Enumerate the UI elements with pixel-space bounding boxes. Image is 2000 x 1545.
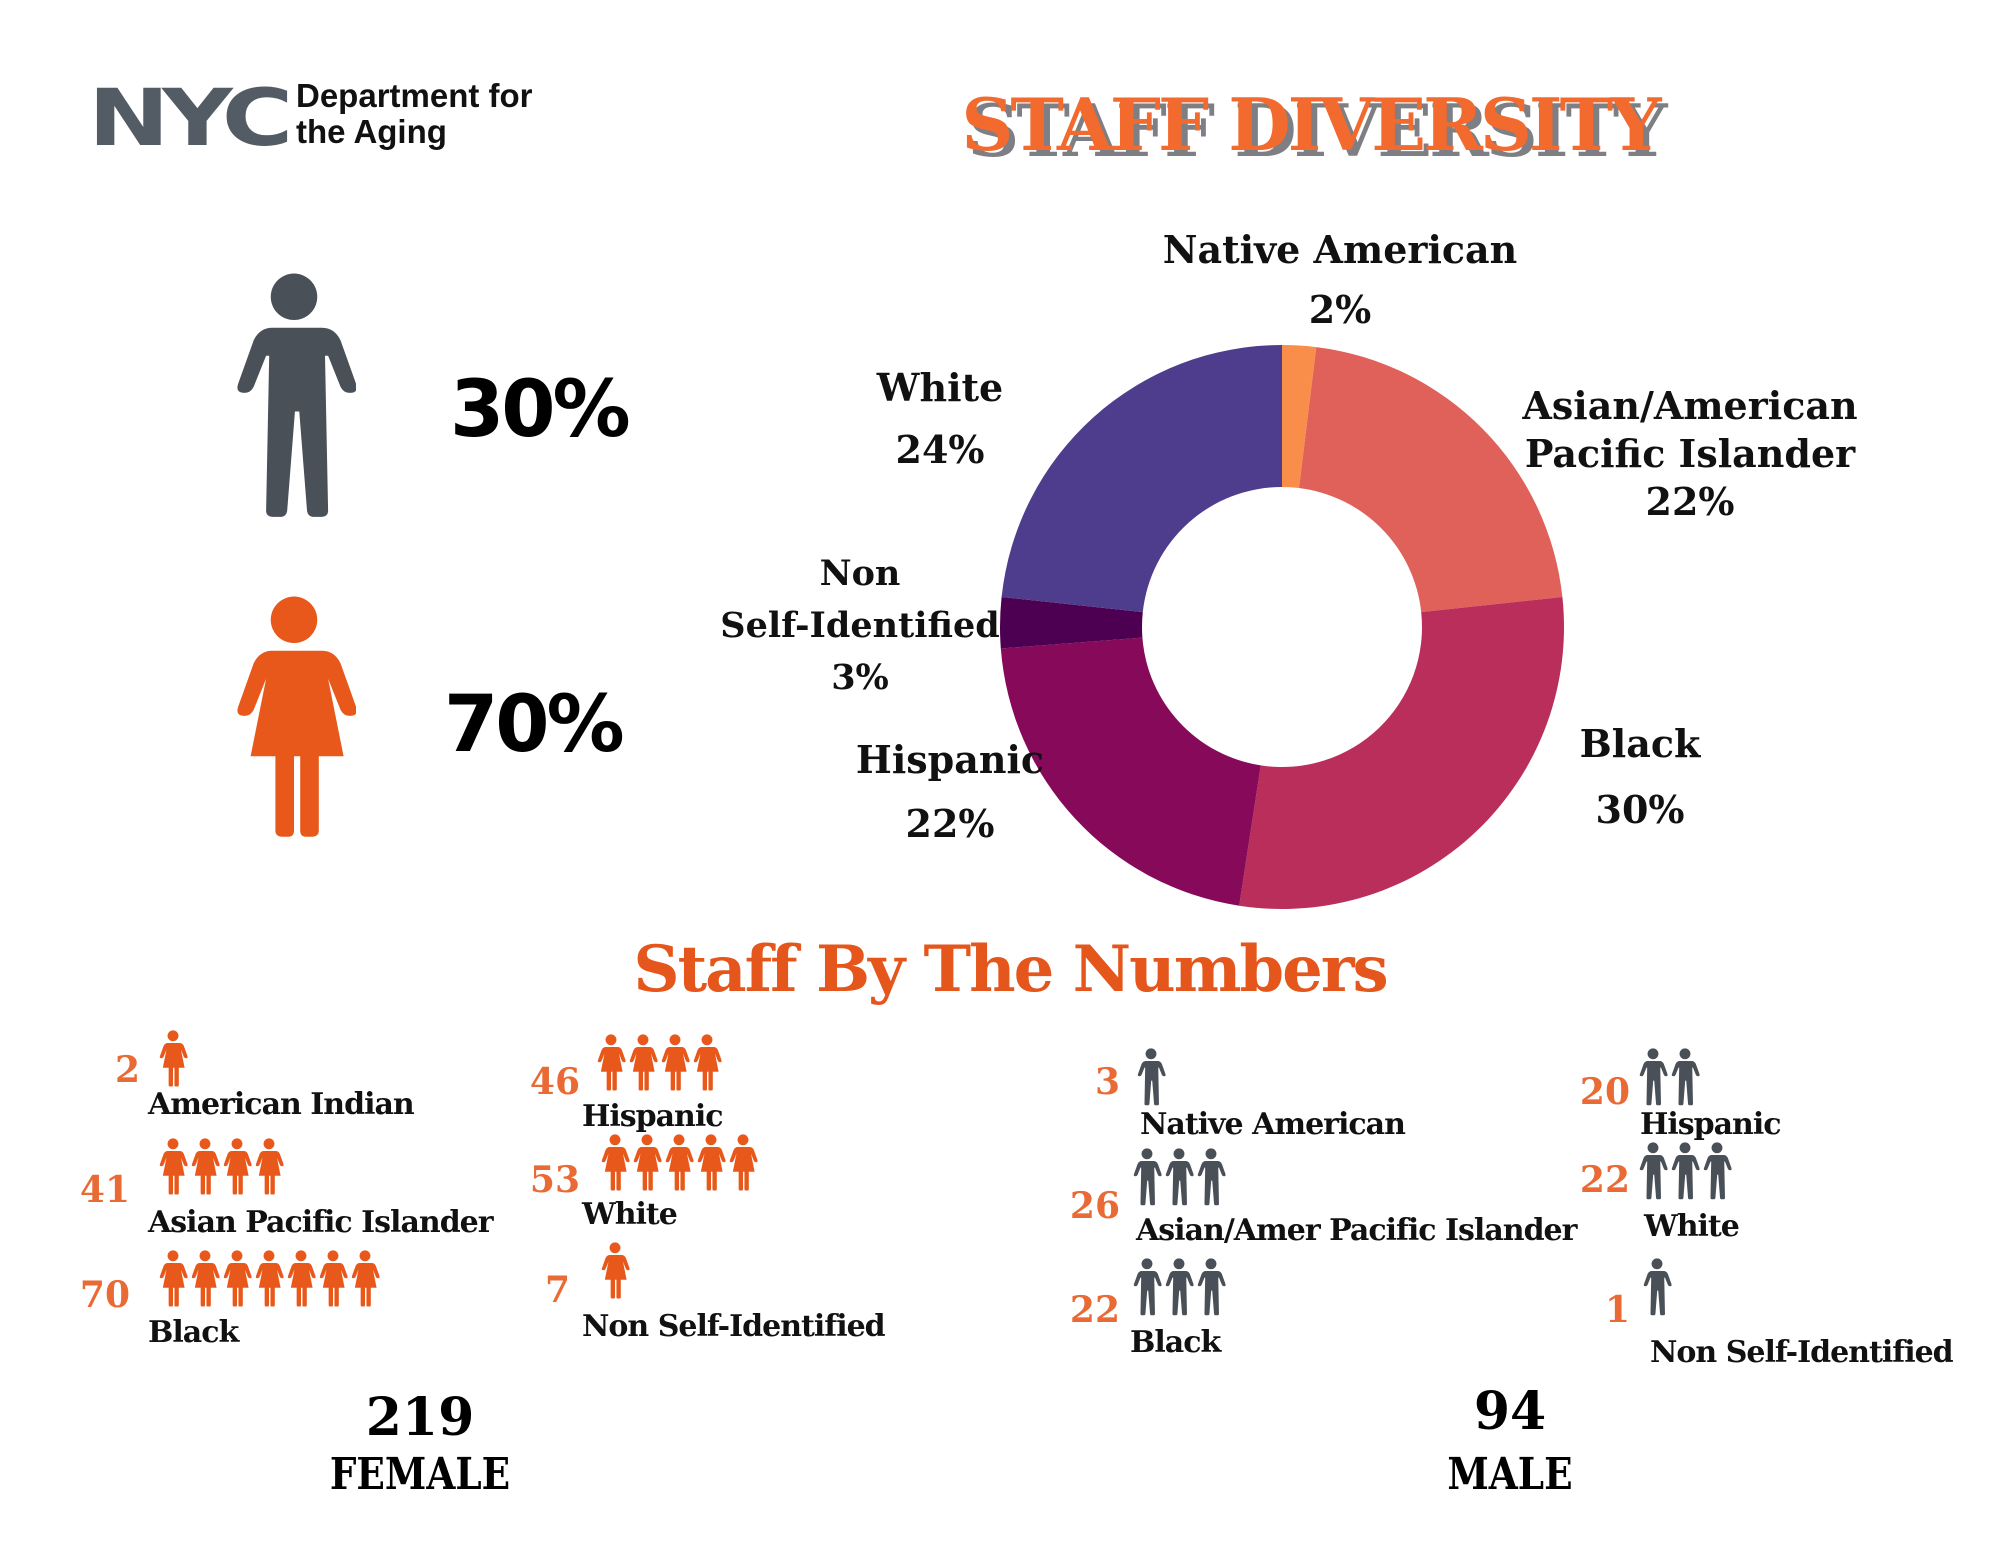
male-label-white: White [1644, 1209, 1740, 1244]
female-figure-icon [286, 1250, 316, 1308]
male-label-non-self-identified: Non Self-Identified [1650, 1335, 1954, 1370]
female-figure-icon [158, 1030, 188, 1088]
female-icons-asian-pacific-islander [158, 1138, 284, 1196]
label-asian-pacific-islander: Asian/American Pacific Islander 22% [1522, 383, 1858, 524]
female-total-label: FEMALE [329, 1449, 511, 1500]
female-figure-icon [350, 1250, 380, 1308]
donut-slice-white [1001, 345, 1282, 613]
female-icons-non-self-identified [600, 1242, 630, 1300]
male-count-native-american: 3 [1094, 1061, 1120, 1103]
male-figure-icon [1638, 1048, 1668, 1106]
female-icons-hispanic [596, 1034, 722, 1092]
male-figure-icon [1702, 1142, 1732, 1200]
donut-slice-hispanic [1000, 637, 1261, 906]
donut-slice-asian-american-pacific-islander [1299, 347, 1563, 613]
male-figure-icon [1164, 1258, 1194, 1316]
female-figure-icon [228, 595, 360, 843]
female-figure-icon [660, 1034, 690, 1092]
male-count-hispanic: 20 [1579, 1071, 1630, 1113]
male-total: 94 [1473, 1381, 1547, 1442]
female-figure-icon [254, 1138, 284, 1196]
male-count-black: 22 [1069, 1289, 1120, 1331]
male-figure-icon [1670, 1048, 1700, 1106]
male-figure-icon [1132, 1258, 1162, 1316]
female-percent: 70% [444, 680, 625, 770]
female-figure-icon [596, 1034, 626, 1092]
female-count-american-indian: 2 [114, 1049, 140, 1091]
male-label-hispanic: Hispanic [1640, 1107, 1782, 1142]
male-icons-asian-amer-pacific-islander [1132, 1148, 1226, 1206]
male-icons-hispanic [1638, 1048, 1700, 1106]
female-label-black: Black [148, 1315, 239, 1350]
diversity-donut-chart [1000, 345, 1564, 909]
male-label-black: Black [1130, 1325, 1221, 1360]
male-total-label: MALE [1447, 1449, 1573, 1500]
female-figure-icon [600, 1134, 630, 1192]
male-figure-icon [1164, 1148, 1194, 1206]
female-figure-icon [158, 1250, 188, 1308]
male-count-white: 22 [1579, 1159, 1630, 1201]
female-figure-icon [254, 1250, 284, 1308]
agency-name-line1: Department for [296, 77, 533, 114]
female-icons-american-indian [158, 1030, 188, 1088]
male-figure-icon [1196, 1258, 1226, 1316]
male-figure-icon [1670, 1142, 1700, 1200]
female-figure-icon [318, 1250, 348, 1308]
male-figure-icon [1132, 1148, 1162, 1206]
male-figure-icon [1638, 1142, 1668, 1200]
agency-name-line2: the Aging [296, 113, 447, 150]
male-figure-icon [1642, 1258, 1672, 1316]
male-icons-native-american [1136, 1048, 1166, 1106]
female-count-white: 53 [529, 1159, 580, 1201]
female-figure-icon [222, 1138, 252, 1196]
label-non-self-identified: Non Self-Identified 3% [720, 553, 1000, 698]
male-figure-icon [228, 272, 360, 520]
female-figure-icon [664, 1134, 694, 1192]
female-icons-black [158, 1250, 380, 1308]
female-label-american-indian: American Indian [148, 1087, 415, 1122]
male-figure-icon [1136, 1048, 1166, 1106]
male-count-asian-amer-pacific-islander: 26 [1069, 1185, 1120, 1227]
donut-slice-black [1239, 596, 1564, 909]
female-label-white: White [582, 1197, 678, 1232]
female-count-hispanic: 46 [529, 1061, 580, 1103]
male-icons-non-self-identified [1642, 1258, 1672, 1316]
page-title: STAFF DIVERSITY [961, 82, 1661, 167]
female-figure-icon [600, 1242, 630, 1300]
female-figure-icon [692, 1034, 722, 1092]
agency-name: Department for the Aging [296, 78, 533, 150]
male-icons-black [1132, 1258, 1226, 1316]
female-figure-icon [632, 1134, 662, 1192]
female-label-non-self-identified: Non Self-Identified [582, 1309, 886, 1344]
label-white: White 24% [876, 365, 1004, 472]
male-icons-white [1638, 1142, 1732, 1200]
female-figure-icon [728, 1134, 758, 1192]
male-percent: 30% [450, 365, 631, 455]
male-count-non-self-identified: 1 [1604, 1289, 1630, 1331]
female-figure-icon [222, 1250, 252, 1308]
section-title: Staff By The Numbers [633, 932, 1388, 1007]
donut-slice-non-self-identified [1000, 596, 1143, 649]
nyc-logo-mark: NYC [88, 74, 293, 164]
female-label-asian-pacific-islander: Asian Pacific Islander [148, 1205, 494, 1240]
label-black: Black 30% [1579, 721, 1701, 832]
male-label-native-american: Native American [1140, 1107, 1406, 1142]
female-total: 219 [365, 1387, 475, 1448]
female-figure-icon [190, 1250, 220, 1308]
female-label-hispanic: Hispanic [582, 1099, 724, 1134]
male-label-asian-amer-pacific-islander: Asian/Amer Pacific Islander [1136, 1213, 1577, 1248]
donut-slice-native-american [1282, 345, 1317, 489]
female-figure-icon [190, 1138, 220, 1196]
label-native-american: Native American 2% [1162, 227, 1518, 332]
male-figure-icon [1196, 1148, 1226, 1206]
female-count-non-self-identified: 7 [544, 1269, 570, 1311]
label-hispanic: Hispanic 22% [855, 737, 1045, 846]
female-figure-icon [158, 1138, 188, 1196]
female-icons-white [600, 1134, 758, 1192]
female-count-asian-pacific-islander: 41 [79, 1169, 130, 1211]
female-figure-icon [628, 1034, 658, 1092]
female-figure-icon [696, 1134, 726, 1192]
female-count-black: 70 [79, 1274, 130, 1316]
